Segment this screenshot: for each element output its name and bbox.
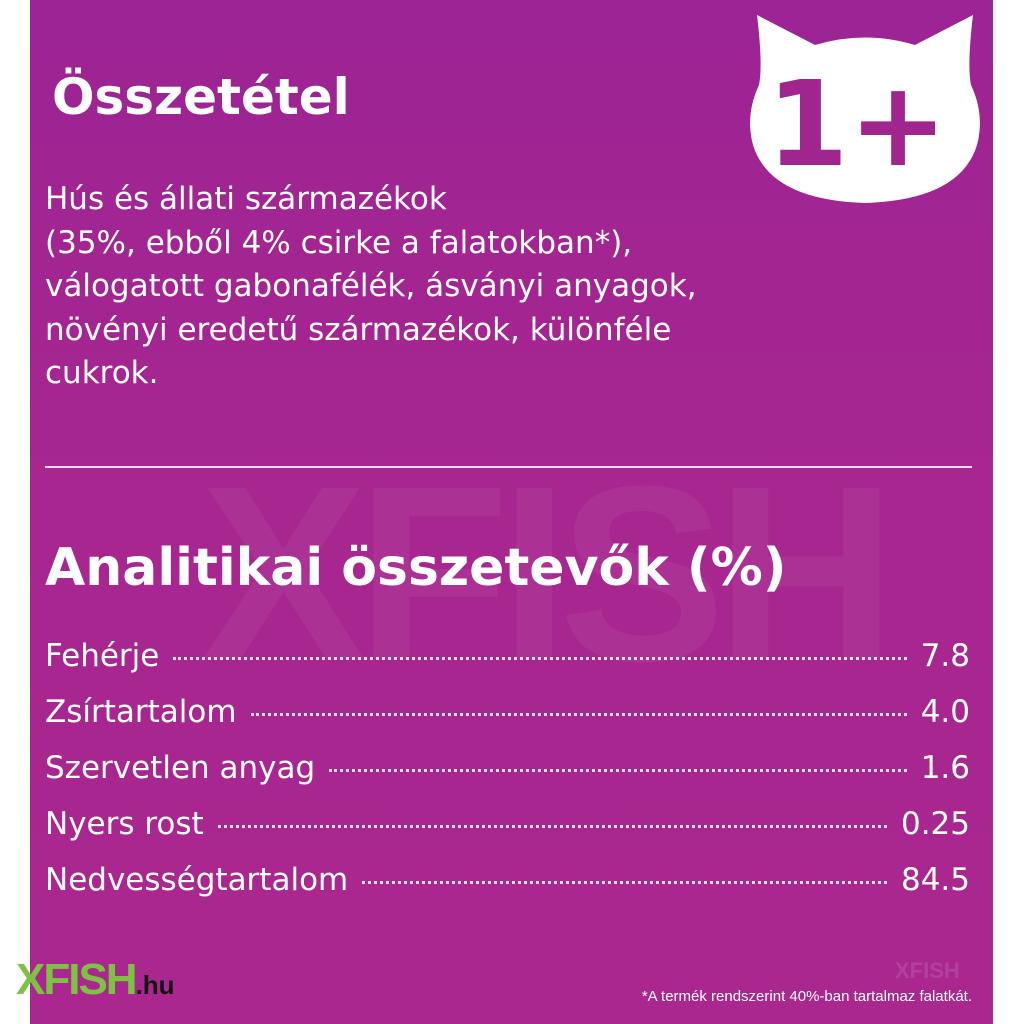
divider xyxy=(45,466,972,468)
composition-line: cukrok. xyxy=(45,355,159,391)
logo-main: XFISH xyxy=(16,955,138,1004)
row-value: 84.5 xyxy=(900,862,970,898)
logo-main: XFISH xyxy=(895,958,960,983)
analysis-title: Analitikai összetevők (%) xyxy=(45,538,787,598)
dot-leader xyxy=(173,657,907,660)
analysis-row: Szervetlen anyag 1.6 xyxy=(45,750,970,806)
analysis-row: Nyers rost 0.25 xyxy=(45,806,970,862)
analysis-row: Nedvességtartalom 84.5 xyxy=(45,862,970,918)
composition-title: Összetétel xyxy=(52,68,350,126)
logo-suffix: .hu xyxy=(135,970,175,1000)
dot-leader xyxy=(217,825,887,828)
row-label: Fehérje xyxy=(45,638,160,674)
row-label: Nyers rost xyxy=(45,806,204,842)
row-value: 7.8 xyxy=(920,638,970,674)
row-label: Szervetlen anyag xyxy=(45,750,316,786)
age-badge-text: 1+ xyxy=(767,55,948,193)
composition-line: növényi eredetű származékok, különféle xyxy=(45,311,672,348)
row-value: 4.0 xyxy=(920,694,970,730)
row-label: Zsírtartalom xyxy=(45,694,237,730)
dot-leader xyxy=(250,713,907,716)
composition-line: Hús és állati származékok xyxy=(45,181,447,217)
dot-leader xyxy=(362,881,887,884)
xfish-watermark-logo: XFISH xyxy=(895,958,960,984)
analysis-row: Fehérje 7.8 xyxy=(45,638,970,694)
xfish-logo: XFISH.hu xyxy=(16,955,175,1005)
composition-text: Hús és állati származékok (35%, ebből 4%… xyxy=(45,178,945,396)
watermark: XFISH xyxy=(200,434,896,713)
dot-leader xyxy=(329,769,907,772)
cat-head-icon: 1+ xyxy=(750,15,980,203)
analysis-row: Zsírtartalom 4.0 xyxy=(45,694,970,750)
analysis-table: Fehérje 7.8 Zsírtartalom 4.0 Szervetlen an… xyxy=(45,638,970,918)
row-value: 1.6 xyxy=(920,750,970,786)
row-value: 0.25 xyxy=(900,806,970,842)
row-label: Nedvességtartalom xyxy=(45,862,349,898)
composition-line: (35%, ebből 4% csirke a falatokban*), xyxy=(45,224,633,261)
composition-line: válogatott gabonafélék, ásványi anyagok, xyxy=(45,268,697,304)
footnote: *A termék rendszerint 40%-ban tartalmaz … xyxy=(641,988,972,1005)
